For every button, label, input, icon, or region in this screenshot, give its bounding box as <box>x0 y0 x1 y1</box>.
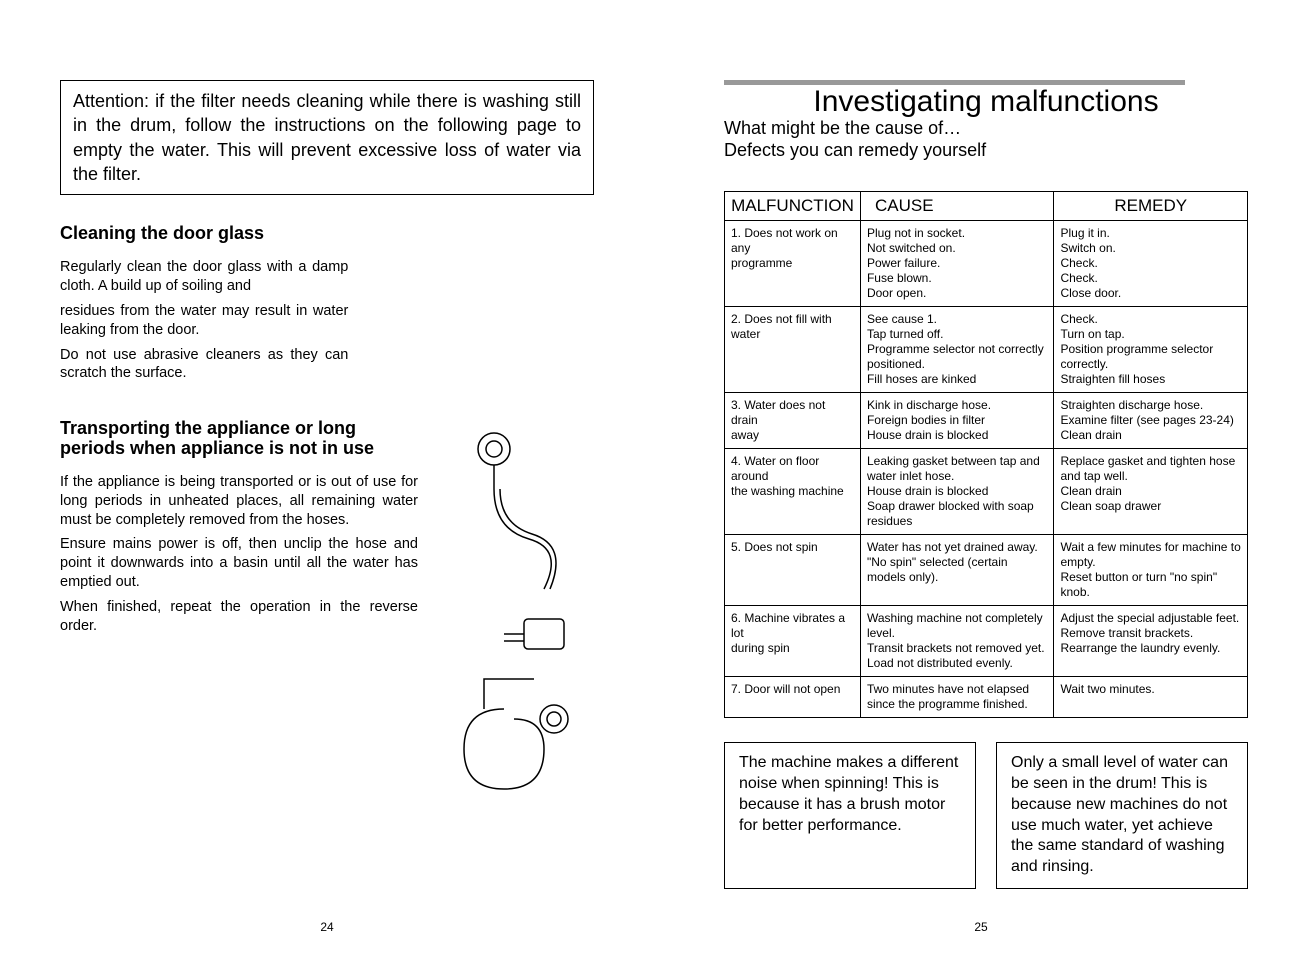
table-cell: See cause 1. Tap turned off. Programme s… <box>860 307 1054 393</box>
left-page: Attention: if the filter needs cleaning … <box>0 0 654 954</box>
hose-icon <box>434 419 594 819</box>
table-cell: Kink in discharge hose. Foreign bodies i… <box>860 393 1054 449</box>
info-box-noise: The machine makes a different noise when… <box>724 742 976 889</box>
table-cell: Straighten discharge hose. Examine filte… <box>1054 393 1248 449</box>
cleaning-text: residues from the water may result in wa… <box>60 302 348 340</box>
table-cell: 6. Machine vibrates a lot during spin <box>725 606 861 677</box>
subtitle-2: Defects you can remedy yourself <box>724 140 1248 162</box>
table-cell: 5. Does not spin <box>725 535 861 606</box>
transport-text: When finished, repeat the operation in t… <box>60 598 418 636</box>
table-cell: 7. Door will not open <box>725 677 861 718</box>
table-row: 4. Water on floor around the washing mac… <box>725 449 1248 535</box>
table-row: 3. Water does not drain awayKink in disc… <box>725 393 1248 449</box>
table-row: 1. Does not work on any programmePlug no… <box>725 221 1248 307</box>
transport-text-col: Transporting the appliance or long perio… <box>60 419 418 824</box>
table-cell: Wait a few minutes for machine to empty.… <box>1054 535 1248 606</box>
header-remedy: REMEDY <box>1054 192 1248 221</box>
header-malfunction: MALFUNCTION <box>725 192 861 221</box>
table-cell: Two minutes have not elapsed since the p… <box>860 677 1054 718</box>
table-cell: Plug it in. Switch on. Check. Check. Clo… <box>1054 221 1248 307</box>
table-cell: Water has not yet drained away. "No spin… <box>860 535 1054 606</box>
table-row: 7. Door will not openTwo minutes have no… <box>725 677 1248 718</box>
table-header-row: MALFUNCTION CAUSE REMEDY <box>725 192 1248 221</box>
table-row: 2. Does not fill with waterSee cause 1. … <box>725 307 1248 393</box>
table-cell: Washing machine not completely level. Tr… <box>860 606 1054 677</box>
hose-illustration <box>434 419 594 824</box>
cleaning-text: Regularly clean the door glass with a da… <box>60 258 348 296</box>
page-number: 24 <box>0 920 654 934</box>
table-cell: Replace gasket and tighten hose and tap … <box>1054 449 1248 535</box>
transport-heading: Transporting the appliance or long perio… <box>60 419 418 459</box>
table-cell: 2. Does not fill with water <box>725 307 861 393</box>
info-box-water: Only a small level of water can be seen … <box>996 742 1248 889</box>
transport-section: Transporting the appliance or long perio… <box>60 419 594 824</box>
table-row: 5. Does not spinWater has not yet draine… <box>725 535 1248 606</box>
table-cell: 4. Water on floor around the washing mac… <box>725 449 861 535</box>
transport-text: Ensure mains power is off, then unclip t… <box>60 535 418 592</box>
table-cell: Plug not in socket. Not switched on. Pow… <box>860 221 1054 307</box>
cleaning-text: Do not use abrasive cleaners as they can… <box>60 346 348 384</box>
table-cell: 1. Does not work on any programme <box>725 221 861 307</box>
header-cause: CAUSE <box>860 192 1054 221</box>
right-page: Investigating malfunctions What might be… <box>654 0 1308 954</box>
troubleshoot-table: MALFUNCTION CAUSE REMEDY 1. Does not wor… <box>724 191 1248 718</box>
cleaning-heading: Cleaning the door glass <box>60 223 348 244</box>
attention-box: Attention: if the filter needs cleaning … <box>60 80 594 195</box>
cleaning-section: Cleaning the door glass Regularly clean … <box>60 223 348 383</box>
table-body: 1. Does not work on any programmePlug no… <box>725 221 1248 718</box>
main-title: Investigating malfunctions <box>724 85 1248 118</box>
table-cell: 3. Water does not drain away <box>725 393 861 449</box>
info-boxes: The machine makes a different noise when… <box>724 742 1248 889</box>
table-cell: Leaking gasket between tap and water inl… <box>860 449 1054 535</box>
page-number: 25 <box>654 920 1308 934</box>
transport-text: If the appliance is being transported or… <box>60 473 418 530</box>
table-row: 6. Machine vibrates a lot during spinWas… <box>725 606 1248 677</box>
table-cell: Check. Turn on tap. Position programme s… <box>1054 307 1248 393</box>
table-cell: Wait two minutes. <box>1054 677 1248 718</box>
subtitle-1: What might be the cause of… <box>724 118 1248 140</box>
table-cell: Adjust the special adjustable feet. Remo… <box>1054 606 1248 677</box>
